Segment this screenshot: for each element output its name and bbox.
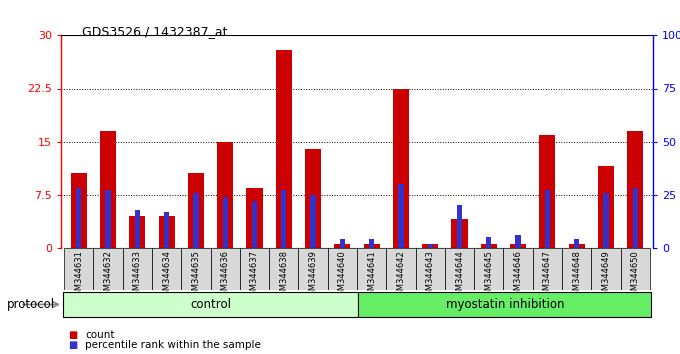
- Bar: [122, 248, 152, 290]
- Text: myostatin inhibition: myostatin inhibition: [445, 298, 564, 311]
- Bar: [598, 166, 614, 248]
- Bar: [193, 193, 199, 248]
- Bar: [217, 142, 233, 248]
- Bar: [311, 195, 316, 248]
- Text: ■: ■: [68, 330, 78, 339]
- Text: GSM344632: GSM344632: [103, 250, 113, 301]
- Bar: [335, 244, 350, 248]
- Bar: [562, 248, 592, 290]
- Text: GSM344635: GSM344635: [192, 250, 201, 301]
- Bar: [603, 193, 609, 248]
- Text: GSM344634: GSM344634: [162, 250, 171, 301]
- Text: GSM344649: GSM344649: [601, 250, 611, 301]
- Bar: [252, 201, 257, 248]
- Bar: [369, 239, 374, 248]
- Bar: [246, 188, 262, 248]
- Bar: [574, 239, 579, 248]
- Bar: [135, 210, 140, 248]
- Bar: [188, 173, 204, 248]
- Text: control: control: [190, 298, 231, 311]
- Bar: [627, 131, 643, 248]
- Bar: [305, 149, 321, 248]
- Bar: [211, 248, 240, 290]
- Text: GSM344646: GSM344646: [513, 250, 522, 301]
- Text: GDS3526 / 1432387_at: GDS3526 / 1432387_at: [82, 25, 227, 38]
- Text: GSM344633: GSM344633: [133, 250, 142, 301]
- Bar: [64, 248, 93, 290]
- Text: count: count: [85, 330, 114, 339]
- Bar: [240, 248, 269, 290]
- Bar: [457, 205, 462, 248]
- Text: GSM344636: GSM344636: [221, 250, 230, 301]
- Text: GSM344631: GSM344631: [74, 250, 83, 301]
- Text: GSM344647: GSM344647: [543, 250, 552, 301]
- Text: GSM344644: GSM344644: [455, 250, 464, 301]
- Text: percentile rank within the sample: percentile rank within the sample: [85, 340, 261, 350]
- Text: GSM344650: GSM344650: [631, 250, 640, 301]
- Bar: [281, 190, 286, 248]
- Text: GSM344639: GSM344639: [309, 250, 318, 301]
- Bar: [515, 235, 521, 248]
- Text: GSM344638: GSM344638: [279, 250, 288, 301]
- Bar: [269, 248, 299, 290]
- Bar: [474, 248, 503, 290]
- Bar: [592, 248, 621, 290]
- Bar: [386, 248, 415, 290]
- Bar: [632, 188, 638, 248]
- Bar: [415, 248, 445, 290]
- Bar: [532, 248, 562, 290]
- Bar: [105, 190, 111, 248]
- Bar: [63, 292, 358, 317]
- Bar: [71, 173, 87, 248]
- Bar: [358, 292, 651, 317]
- Text: GSM344640: GSM344640: [338, 250, 347, 301]
- Bar: [93, 248, 122, 290]
- Text: GSM344637: GSM344637: [250, 250, 259, 301]
- Bar: [364, 244, 379, 248]
- Bar: [182, 248, 211, 290]
- Bar: [545, 190, 550, 248]
- Text: GSM344641: GSM344641: [367, 250, 376, 301]
- Bar: [129, 216, 146, 248]
- Bar: [481, 244, 497, 248]
- Bar: [328, 248, 357, 290]
- Bar: [486, 237, 492, 248]
- Bar: [76, 188, 82, 248]
- Text: GSM344642: GSM344642: [396, 250, 405, 301]
- Bar: [152, 248, 182, 290]
- Bar: [393, 88, 409, 248]
- Text: GSM344645: GSM344645: [484, 250, 493, 301]
- Bar: [222, 197, 228, 248]
- Bar: [503, 248, 532, 290]
- Bar: [539, 135, 556, 248]
- Bar: [275, 50, 292, 248]
- Bar: [510, 244, 526, 248]
- Text: ■: ■: [68, 340, 78, 350]
- Text: GSM344648: GSM344648: [572, 250, 581, 301]
- Bar: [422, 244, 439, 248]
- Bar: [100, 131, 116, 248]
- Bar: [398, 184, 403, 248]
- Bar: [452, 219, 468, 248]
- Bar: [299, 248, 328, 290]
- Text: GSM344643: GSM344643: [426, 250, 435, 301]
- Bar: [621, 248, 650, 290]
- Bar: [428, 244, 433, 248]
- Bar: [357, 248, 386, 290]
- Bar: [158, 216, 175, 248]
- Text: protocol: protocol: [7, 298, 55, 311]
- Bar: [445, 248, 474, 290]
- Bar: [164, 212, 169, 248]
- Bar: [568, 244, 585, 248]
- Bar: [340, 239, 345, 248]
